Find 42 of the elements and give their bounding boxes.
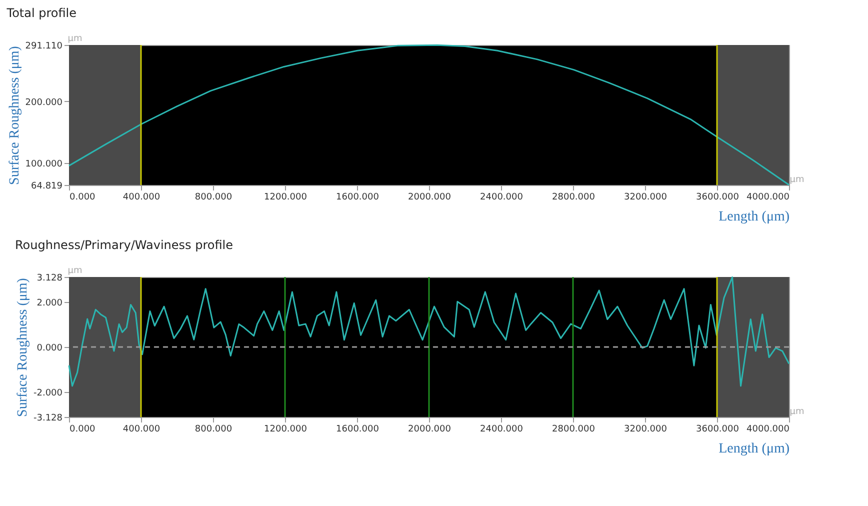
x-tick-label: 2800.000	[552, 424, 596, 434]
line-series	[68, 276, 790, 387]
text: µm	[68, 266, 82, 276]
y-axis-title: Surface Roughness (μm)	[7, 46, 22, 185]
y-tick-label: 100.000	[25, 160, 63, 170]
x-tick-label: 1200.000	[264, 192, 308, 202]
x-tick-label: 1600.000	[336, 424, 380, 434]
x-tick-label: 2800.000	[552, 192, 596, 202]
y-tick-label: 3.128	[36, 274, 63, 284]
text: µm	[790, 175, 804, 185]
x-axis-title: Length (μm)	[718, 210, 790, 224]
y-tick-label: 200.000	[25, 98, 63, 108]
y-axis-title: Surface Roughness (μm)	[15, 278, 30, 417]
x-tick-label: 3600.000	[696, 192, 740, 202]
x-tick-label: 3200.000	[624, 424, 668, 434]
y-tick-label: 0.000	[36, 344, 63, 354]
x-tick-label: 4000.000	[746, 192, 790, 202]
chart-title: Total profile	[6, 6, 77, 20]
x-tick-label: 3200.000	[624, 192, 668, 202]
text: µm	[68, 34, 82, 44]
x-tick-label: 1200.000	[264, 424, 308, 434]
x-tick-label: 0.000	[70, 424, 96, 434]
x-tick-label: 2000.000	[408, 192, 452, 202]
x-tick-label: 0.000	[70, 192, 96, 202]
x-tick-label: 400.000	[122, 424, 160, 434]
x-tick-label: 400.000	[122, 192, 160, 202]
x-tick-label: 4000.000	[746, 424, 790, 434]
y-tick-label: -3.128	[33, 414, 63, 424]
y-tick-label: 291.110	[25, 42, 63, 52]
x-axis-title: Length (μm)	[718, 442, 790, 456]
text: µm	[790, 407, 804, 417]
x-tick-label: 2000.000	[408, 424, 452, 434]
chart-title: Roughness/Primary/Waviness profile	[14, 238, 234, 252]
x-tick-label: 800.000	[194, 424, 232, 434]
x-tick-label: 800.000	[194, 192, 232, 202]
x-tick-label: 1600.000	[336, 192, 380, 202]
x-tick-label: 2400.000	[480, 424, 524, 434]
y-tick-label: 64.819	[31, 182, 63, 192]
x-tick-label: 3600.000	[696, 424, 740, 434]
y-tick-label: 2.000	[36, 298, 63, 309]
y-tick-label: -2.000	[33, 388, 63, 398]
x-tick-label: 2400.000	[480, 192, 524, 202]
